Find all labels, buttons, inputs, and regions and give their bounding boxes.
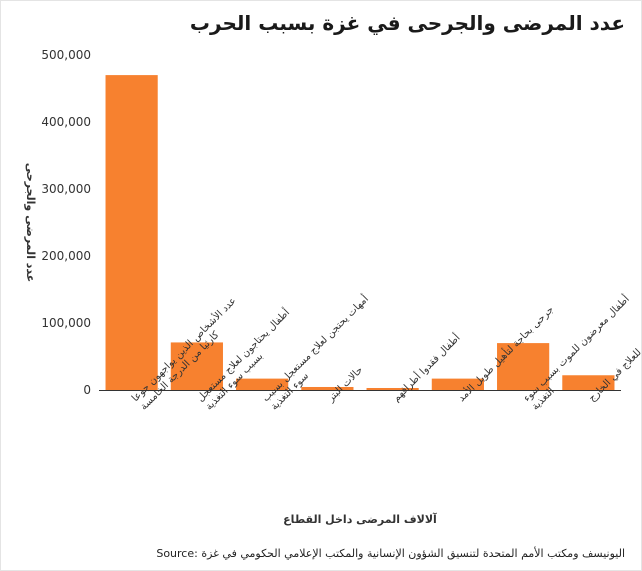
- y-tick-label: 100,000: [41, 316, 91, 330]
- bar: [562, 375, 615, 390]
- source-note: اليونيسف ومكتب الأمم المتحدة لتنسيق الشؤ…: [156, 547, 625, 560]
- y-tick-label: 0: [83, 383, 91, 397]
- bar: [236, 378, 289, 390]
- bar: [170, 342, 223, 390]
- y-axis-label: عدد المرضى والجرحى: [24, 163, 37, 283]
- bar: [366, 387, 419, 390]
- bar: [301, 386, 354, 390]
- x-tick-label: أطفال فقدوا أطرافهم: [390, 331, 463, 404]
- x-tick-label: حالات البتر: [325, 365, 365, 405]
- bar: [497, 343, 550, 390]
- y-tick-label: 500,000: [41, 48, 91, 62]
- bar: [105, 75, 158, 390]
- x-axis-label: آلالاف المرضى داخل القطاع: [283, 512, 437, 526]
- y-tick-label: 300,000: [41, 182, 91, 196]
- bar: [431, 378, 484, 390]
- x-tick-label-line: حالات البتر: [325, 365, 365, 405]
- y-tick-label: 200,000: [41, 249, 91, 263]
- x-tick-label: أمهات يحتجن لعلاج مستعجل بسببسوء التغذية: [259, 292, 380, 413]
- x-tick-label-line: أطفال فقدوا أطرافهم: [390, 331, 463, 404]
- chart-title: عدد المرضى والجرحى في غزة بسبب الحرب: [189, 11, 625, 35]
- y-tick-label: 400,000: [41, 115, 91, 129]
